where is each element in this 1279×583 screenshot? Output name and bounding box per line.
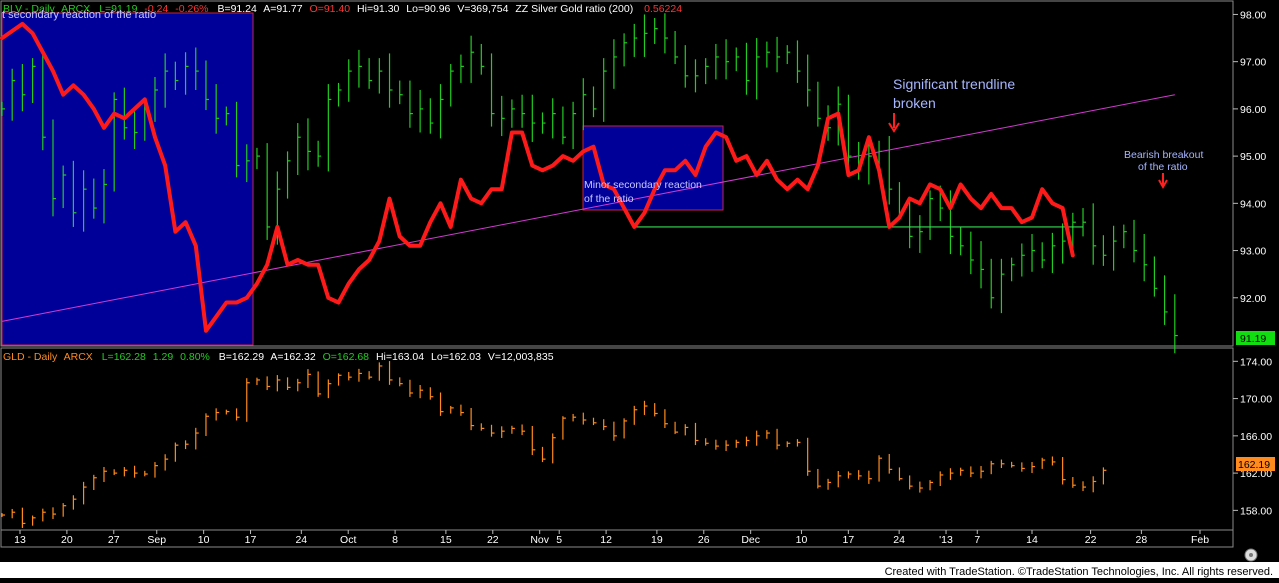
- trendline-arrow-icon: [888, 113, 900, 133]
- x-tick-label: 27: [108, 534, 120, 546]
- footer-bar: [0, 562, 1279, 578]
- y-tick-label: 162.00: [1240, 468, 1272, 480]
- annotation-trendline-line1: Significant trendline: [893, 76, 1015, 92]
- gld-price-bars: [1, 361, 1107, 528]
- x-tick-label: 10: [198, 534, 210, 546]
- y-tick-label: 95.00: [1240, 151, 1266, 163]
- rising-trendline: [1, 94, 1175, 322]
- x-tick-label: 22: [487, 534, 499, 546]
- x-tick-label: 28: [1136, 534, 1148, 546]
- y-tick-label: 170.00: [1240, 394, 1272, 406]
- y-tick-label: 96.00: [1240, 104, 1266, 116]
- x-tick-label: 20: [61, 534, 73, 546]
- annotation-minor-line2: of the ratio: [584, 193, 634, 205]
- box-overlay-label: t secondary reaction of the ratio: [2, 9, 156, 21]
- x-tick-label: 26: [698, 534, 710, 546]
- x-tick-label: Dec: [741, 534, 760, 546]
- y-tick-label: 158.00: [1240, 505, 1272, 517]
- y-axis-ticks: 98.00 97.00 96.00 95.00 94.00 93.00 92.00 174.0…: [1233, 9, 1272, 517]
- gld-last-price-tag: [1236, 457, 1275, 471]
- chart-settings-icon[interactable]: [1244, 548, 1258, 562]
- trend-lines: [1, 94, 1175, 322]
- x-tick-label: Nov: [530, 534, 549, 546]
- x-tick-label: 24: [295, 534, 307, 546]
- x-tick-label: 14: [1026, 534, 1038, 546]
- gld-panel-border: [0, 347, 1234, 531]
- y-tick-label: 98.00: [1240, 9, 1266, 21]
- x-tick-label: 24: [893, 534, 905, 546]
- x-tick-label: Sep: [147, 534, 166, 546]
- blv-panel-border: [0, 0, 1234, 347]
- x-tick-label: 8: [392, 534, 398, 546]
- x-tick-label: 15: [440, 534, 452, 546]
- annotation-bearish-line1: Bearish breakout: [1124, 149, 1203, 161]
- x-tick-label: '13: [939, 534, 953, 546]
- blv-last-price-tag: [1236, 331, 1275, 345]
- annotation-trendline-line2: broken: [893, 95, 936, 111]
- bearish-arrow-icon: [1158, 173, 1168, 190]
- gld-header: GLD - Daily ARCX L=162.28 1.29 0.80% B=1…: [3, 351, 554, 363]
- x-tick-label: 19: [651, 534, 663, 546]
- x-tick-label: 13: [14, 534, 26, 546]
- blv-price-bars: [1, 13, 1178, 354]
- x-tick-label: 10: [796, 534, 808, 546]
- gld-last-price-text: 162.19: [1238, 459, 1270, 471]
- ratio-line: [0, 21, 1075, 333]
- x-tick-label: 7: [974, 534, 980, 546]
- x-tick-label: 17: [843, 534, 855, 546]
- x-axis-border: [0, 529, 1234, 548]
- blv-header: BLV - Daily ARCX L=91.19 -0.24 -0.26% B=…: [3, 3, 682, 15]
- x-axis-ticks: 13 20 27 Sep 10 17 24 Oct 8 15 22 Nov 5 12 19 26 Dec 10 17…: [14, 530, 1209, 546]
- silver-gold-ratio-line: [0, 21, 1075, 333]
- x-tick-label: 5: [556, 534, 562, 546]
- annotation-bearish-line2: of the ratio: [1138, 161, 1188, 173]
- x-tick-label: 12: [600, 534, 612, 546]
- y-tick-label: 166.00: [1240, 431, 1272, 443]
- annotation-minor-line1: Minor secondary reaction: [584, 179, 702, 191]
- secondary-reaction-box: [1, 12, 254, 346]
- y-tick-label: 93.00: [1240, 246, 1266, 258]
- y-tick-label: 174.00: [1240, 356, 1272, 368]
- x-tick-label: Oct: [340, 534, 356, 546]
- x-tick-label: 17: [245, 534, 257, 546]
- y-tick-label: 94.00: [1240, 198, 1266, 210]
- y-tick-label: 97.00: [1240, 57, 1266, 69]
- footer-copyright: Created with TradeStation. ©TradeStation…: [885, 566, 1273, 578]
- blv-last-price-text: 91.19: [1240, 333, 1266, 345]
- x-tick-label: 22: [1085, 534, 1097, 546]
- x-tick-label: Feb: [1191, 534, 1209, 546]
- y-tick-label: 92.00: [1240, 293, 1266, 305]
